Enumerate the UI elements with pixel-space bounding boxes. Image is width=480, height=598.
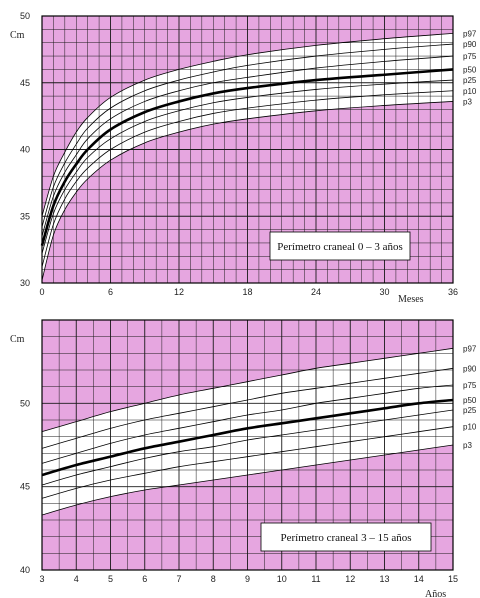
series-line-p10 xyxy=(41,426,454,499)
x-tick-label: 7 xyxy=(176,574,181,584)
series-line-p90 xyxy=(41,367,454,449)
series-line-p90 xyxy=(41,43,454,228)
x-tick-label: 6 xyxy=(142,574,147,584)
chart-title-box xyxy=(269,231,411,261)
series-label-p25: p25 xyxy=(463,76,477,85)
y-tick-label: 35 xyxy=(20,211,30,221)
series-label-p25: p25 xyxy=(463,406,477,415)
series-line-p10 xyxy=(41,90,454,268)
x-tick-label: 10 xyxy=(277,574,287,584)
x-tick-label: 3 xyxy=(39,574,44,584)
x-tick-label: 11 xyxy=(311,574,320,584)
y-tick-label: 50 xyxy=(20,398,30,408)
y-tick-label: 50 xyxy=(20,11,30,21)
y-tick-label: 45 xyxy=(20,482,30,492)
x-tick-label: 5 xyxy=(108,574,113,584)
y-tick-label: 40 xyxy=(20,145,30,155)
plot-frame xyxy=(41,319,454,571)
y-tick-label: 45 xyxy=(20,78,30,88)
series-line-p50 xyxy=(40,68,454,246)
series-label-p3: p3 xyxy=(463,441,472,450)
y-tick-label: 40 xyxy=(20,565,30,575)
series-label-p97: p97 xyxy=(463,29,477,38)
x-tick-label: 14 xyxy=(414,574,424,584)
chart-title: Perímetro craneal 3 – 15 años xyxy=(280,532,411,544)
series-label-p90: p90 xyxy=(463,364,477,373)
series-label-p75: p75 xyxy=(463,52,477,61)
x-tick-label: 4 xyxy=(74,574,79,584)
plot-frame xyxy=(41,15,454,284)
y-axis-label: Cm xyxy=(10,334,25,345)
x-tick-label: 0 xyxy=(39,287,44,297)
series-line-p97 xyxy=(41,32,454,217)
series-line-p25 xyxy=(41,409,454,486)
series-line-p50 xyxy=(41,398,454,477)
series-label-p3: p3 xyxy=(463,97,472,106)
series-line-p75 xyxy=(41,55,454,237)
series-line-p75 xyxy=(41,384,454,464)
series-label-p75: p75 xyxy=(463,381,477,390)
series-label-p97: p97 xyxy=(463,344,477,353)
x-tick-label: 6 xyxy=(108,287,113,297)
series-label-p10: p10 xyxy=(463,87,477,96)
x-axis-label: Meses xyxy=(398,294,424,305)
x-tick-label: 12 xyxy=(174,287,184,297)
series-line-p97 xyxy=(41,347,454,433)
x-tick-label: 24 xyxy=(311,287,321,297)
x-tick-label: 8 xyxy=(211,574,216,584)
y-tick-label: 30 xyxy=(20,278,30,288)
x-tick-label: 9 xyxy=(245,574,250,584)
x-tick-label: 18 xyxy=(242,287,252,297)
series-label-p50: p50 xyxy=(463,396,477,405)
x-tick-label: 13 xyxy=(379,574,389,584)
series-line-p3 xyxy=(41,444,454,516)
x-axis-label: Años xyxy=(425,589,446,598)
series-label-p90: p90 xyxy=(463,40,477,49)
series-line-p3 xyxy=(41,101,454,281)
x-tick-label: 36 xyxy=(448,287,458,297)
series-label-p50: p50 xyxy=(463,65,477,74)
chart-title: Perímetro craneal 0 – 3 años xyxy=(277,241,403,253)
x-tick-label: 12 xyxy=(345,574,355,584)
x-tick-label: 30 xyxy=(379,287,389,297)
series-label-p10: p10 xyxy=(463,423,477,432)
series-line-p25 xyxy=(41,79,454,254)
x-tick-label: 15 xyxy=(448,574,458,584)
y-axis-label: Cm xyxy=(10,30,25,41)
chart-title-box xyxy=(260,522,432,552)
